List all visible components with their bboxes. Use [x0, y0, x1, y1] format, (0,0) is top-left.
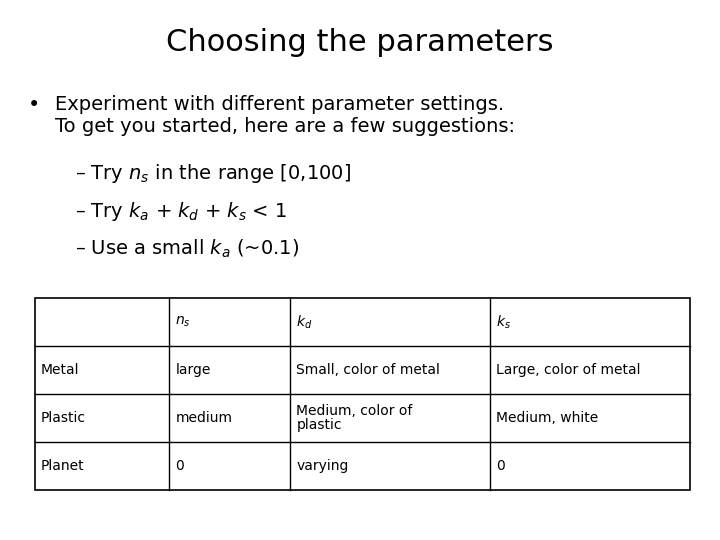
Text: Plastic: Plastic	[41, 411, 86, 425]
Text: – Try $k_a$ + $k_d$ + $k_s$ < 1: – Try $k_a$ + $k_d$ + $k_s$ < 1	[75, 200, 287, 223]
Text: Metal: Metal	[41, 363, 79, 377]
Text: $n_s$: $n_s$	[175, 315, 191, 329]
Text: To get you started, here are a few suggestions:: To get you started, here are a few sugge…	[55, 117, 515, 136]
Bar	[35, 298, 690, 490]
Text: Medium, color of: Medium, color of	[297, 404, 413, 418]
Text: large: large	[175, 363, 211, 377]
Text: Medium, white: Medium, white	[496, 411, 598, 425]
Text: – Use a small $k_a$ (~0.1): – Use a small $k_a$ (~0.1)	[75, 238, 300, 260]
Text: varying: varying	[297, 459, 348, 473]
Text: $k_d$: $k_d$	[297, 313, 312, 330]
Text: $k_s$: $k_s$	[496, 313, 511, 330]
Text: Small, color of metal: Small, color of metal	[297, 363, 441, 377]
Text: Large, color of metal: Large, color of metal	[496, 363, 641, 377]
Text: Experiment with different parameter settings.: Experiment with different parameter sett…	[55, 95, 504, 114]
Text: plastic: plastic	[297, 418, 342, 432]
Text: •: •	[28, 95, 40, 115]
Text: Planet: Planet	[41, 459, 85, 473]
Text: 0: 0	[496, 459, 505, 473]
Text: medium: medium	[175, 411, 233, 425]
Text: – Try $n_s$ in the range [0,100]: – Try $n_s$ in the range [0,100]	[75, 162, 351, 185]
Text: 0: 0	[175, 459, 184, 473]
Text: Choosing the parameters: Choosing the parameters	[166, 28, 554, 57]
